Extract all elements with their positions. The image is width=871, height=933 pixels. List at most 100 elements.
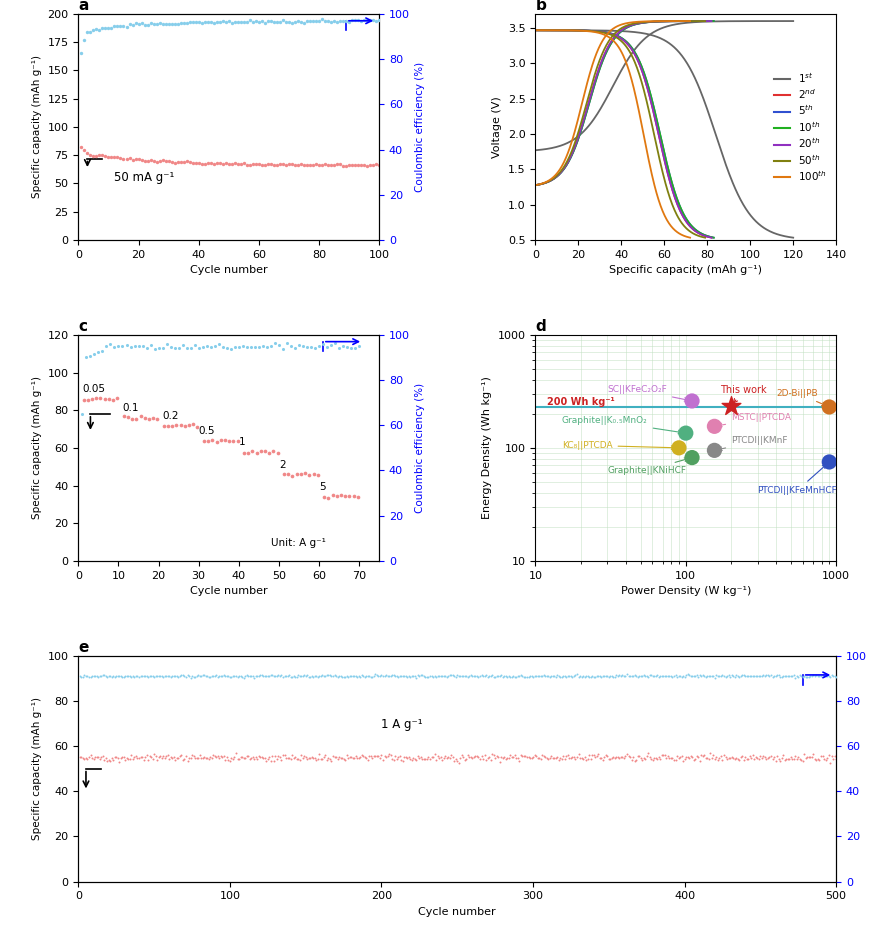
Point — [106, 669, 120, 684]
Point — [210, 155, 224, 170]
Point — [109, 749, 124, 764]
Point — [264, 339, 278, 354]
Point — [211, 669, 225, 684]
Point — [643, 668, 657, 683]
Point — [92, 669, 106, 684]
Point — [290, 466, 304, 481]
Point — [610, 668, 624, 683]
Point — [321, 158, 335, 173]
Point — [100, 669, 114, 684]
Point — [799, 750, 813, 765]
Point — [296, 339, 310, 354]
Point — [215, 750, 229, 765]
50ᵗʰ — [634, 69, 645, 80]
Point — [813, 669, 827, 684]
Point — [167, 156, 181, 171]
Point — [708, 751, 722, 766]
Point — [240, 158, 253, 173]
Point — [499, 669, 513, 684]
Point — [729, 668, 743, 683]
Point — [761, 668, 775, 683]
Point — [317, 490, 331, 505]
Point — [231, 15, 245, 30]
Point — [102, 669, 116, 684]
Point — [291, 157, 305, 172]
Point — [760, 752, 773, 767]
Point — [391, 750, 405, 765]
Point — [426, 670, 440, 685]
Point — [229, 668, 243, 683]
Point — [96, 343, 110, 358]
Point — [670, 669, 684, 684]
Point — [383, 747, 397, 762]
Point — [464, 750, 478, 765]
Point — [518, 669, 532, 684]
Point — [264, 14, 278, 29]
Point — [146, 153, 160, 168]
Point — [526, 670, 540, 685]
Line: 100ᵗʰ: 100ᵗʰ — [536, 30, 690, 238]
Point — [147, 669, 161, 684]
Point — [541, 752, 555, 767]
Point — [326, 488, 340, 503]
Point — [312, 14, 326, 29]
Point — [217, 749, 231, 764]
Point — [288, 158, 302, 173]
Point — [86, 751, 100, 766]
Point — [92, 22, 106, 37]
Point — [273, 157, 287, 172]
Point — [620, 746, 634, 761]
Point — [494, 749, 508, 764]
Point — [350, 669, 364, 684]
Point — [735, 668, 749, 683]
Point — [388, 748, 402, 763]
Point — [717, 669, 731, 684]
Point — [773, 753, 787, 768]
Point — [799, 669, 813, 684]
Point — [115, 669, 129, 684]
Point — [297, 16, 311, 31]
Point — [475, 668, 489, 683]
Point — [247, 752, 261, 767]
Point — [98, 667, 111, 682]
Point — [225, 750, 239, 765]
Point — [538, 750, 552, 765]
Point — [505, 670, 519, 685]
Point — [424, 669, 438, 684]
Point — [274, 668, 288, 683]
Point — [756, 668, 770, 683]
Point — [173, 748, 187, 763]
Point — [594, 751, 608, 766]
Point — [76, 750, 90, 765]
Point — [246, 750, 260, 765]
Point — [284, 670, 298, 685]
Point — [727, 669, 741, 684]
Point — [255, 157, 269, 172]
Point — [92, 147, 106, 162]
10ᵗʰ — [530, 24, 541, 35]
Point — [756, 749, 770, 764]
Point — [315, 158, 329, 173]
Point — [106, 752, 120, 767]
Point — [635, 669, 649, 684]
Point — [203, 669, 217, 684]
Point — [669, 668, 683, 683]
Point — [710, 668, 724, 683]
Point — [252, 157, 266, 172]
Point — [118, 753, 132, 768]
Point — [137, 669, 151, 684]
Point — [721, 668, 735, 683]
50ᵗʰ — [673, 213, 684, 224]
Point — [381, 668, 395, 683]
Point — [232, 669, 246, 684]
5ᵗʰ — [708, 232, 719, 244]
Point — [432, 750, 446, 765]
Point — [219, 752, 233, 767]
Point — [213, 669, 226, 684]
1ˢᵗ — [530, 24, 541, 35]
Point — [375, 747, 388, 762]
Point — [571, 669, 585, 684]
Point — [321, 750, 335, 765]
Point — [237, 445, 251, 460]
Y-axis label: Energy Density (Wh kg⁻¹): Energy Density (Wh kg⁻¹) — [483, 376, 492, 520]
